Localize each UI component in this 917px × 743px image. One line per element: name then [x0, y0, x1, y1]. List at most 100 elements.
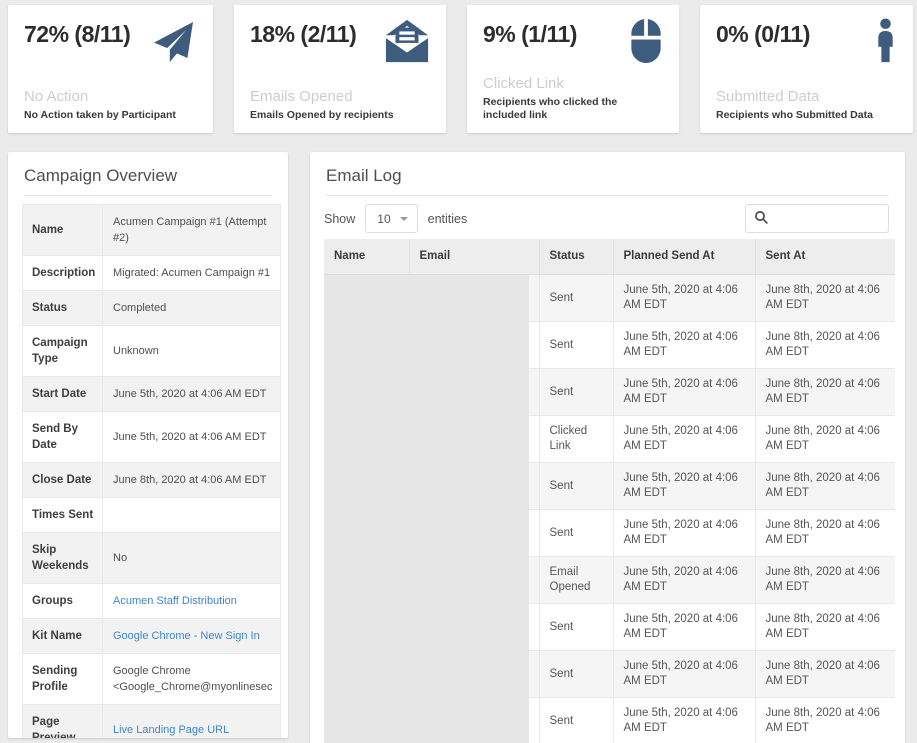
- cell-sent-at: June 8th, 2020 at 4:06 AM EDT: [755, 416, 895, 463]
- paper-plane-icon: [149, 18, 197, 66]
- open-email-icon: [384, 18, 430, 64]
- field-label: Sending Profile: [23, 654, 103, 705]
- search-input[interactable]: [775, 212, 887, 226]
- field-label: Description: [23, 256, 103, 291]
- stat-value: 0% (0/11): [716, 18, 810, 48]
- stat-value: 72% (8/11): [24, 18, 130, 48]
- field-value-link[interactable]: Google Chrome - New Sign In: [113, 630, 260, 642]
- person-icon: [874, 18, 897, 64]
- cell-planned-send-at: June 5th, 2020 at 4:06 AM EDT: [613, 651, 755, 698]
- campaign-overview-row: Send By Date June 5th, 2020 at 4:06 AM ED…: [23, 412, 281, 463]
- field-label: Campaign Type: [23, 326, 103, 377]
- campaign-overview-panel: Campaign Overview Name Acumen Campaign #1…: [8, 152, 288, 738]
- stat-value: 18% (2/11): [250, 18, 356, 48]
- field-value: Google Chrome <Google_Chrome@myonlinesec…: [113, 663, 272, 695]
- field-label: Page Preview: [23, 705, 103, 739]
- cell-planned-send-at: June 5th, 2020 at 4:06 AM EDT: [613, 557, 755, 604]
- cell-status: Email Opened: [539, 557, 613, 604]
- field-value: Migrated: Acumen Campaign #1 (Atter: [113, 265, 272, 281]
- cell-status: Sent: [539, 604, 613, 651]
- field-label: Close Date: [23, 463, 103, 498]
- cell-status: Sent: [539, 510, 613, 557]
- field-label: Name: [23, 205, 103, 256]
- stat-label: Submitted Data: [716, 88, 897, 105]
- field-value: June 5th, 2020 at 4:06 AM EDT: [113, 386, 272, 402]
- campaign-overview-row: Name Acumen Campaign #1 (Attempt #2): [23, 205, 281, 256]
- column-header-sent-at: Sent At: [755, 239, 895, 275]
- field-value: Acumen Campaign #1 (Attempt #2): [113, 214, 272, 246]
- email-log-controls: Show 10 entities: [324, 204, 889, 233]
- cell-planned-send-at: June 5th, 2020 at 4:06 AM EDT: [613, 369, 755, 416]
- cell-status: Sent: [539, 322, 613, 369]
- field-value: Unknown: [113, 343, 272, 359]
- cell-status: Sent: [539, 369, 613, 416]
- campaign-overview-row: Times Sent: [23, 498, 281, 533]
- stat-description: Recipients who Submitted Data: [716, 109, 897, 122]
- field-label: Groups: [23, 584, 103, 619]
- cell-sent-at: June 8th, 2020 at 4:06 AM EDT: [755, 322, 895, 369]
- cell-sent-at: June 8th, 2020 at 4:06 AM EDT: [755, 463, 895, 510]
- field-label: Start Date: [23, 377, 103, 412]
- cell-planned-send-at: June 5th, 2020 at 4:06 AM EDT: [613, 510, 755, 557]
- stat-card-emails-opened: 18% (2/11) Emails Opened Emails Opened b…: [234, 5, 446, 133]
- campaign-overview-table: Name Acumen Campaign #1 (Attempt #2) Descr…: [22, 204, 281, 738]
- cell-status: Sent: [539, 275, 613, 322]
- stat-description: Emails Opened by recipients: [250, 109, 430, 122]
- column-header-planned-send-at: Planned Send At: [613, 239, 755, 275]
- cell-status: Clicked Link: [539, 416, 613, 463]
- campaign-overview-row: Skip Weekends No: [23, 533, 281, 584]
- field-value: Completed: [113, 300, 272, 316]
- show-label: Show: [324, 212, 355, 226]
- field-label: Kit Name: [23, 619, 103, 654]
- field-label: Status: [23, 291, 103, 326]
- redacted-name-email-area: [324, 275, 529, 743]
- stat-value: 9% (1/11): [483, 18, 577, 48]
- stat-label: Clicked Link: [483, 75, 663, 92]
- stat-description: Recipients who clicked the included link: [483, 96, 663, 122]
- campaign-overview-row: Groups Acumen Staff Distribution: [23, 584, 281, 619]
- field-value-link[interactable]: Live Landing Page URL: [113, 724, 229, 736]
- field-label: Times Sent: [23, 498, 103, 533]
- email-log-title: Email Log: [326, 166, 889, 186]
- stat-label: No Action: [24, 88, 197, 105]
- campaign-overview-title: Campaign Overview: [24, 166, 272, 186]
- divider: [24, 195, 272, 196]
- search-icon: [754, 210, 769, 228]
- field-label: Send By Date: [23, 412, 103, 463]
- campaign-overview-row: Start Date June 5th, 2020 at 4:06 AM EDT: [23, 377, 281, 412]
- page-size-select[interactable]: 10: [365, 204, 417, 233]
- cell-planned-send-at: June 5th, 2020 at 4:06 AM EDT: [613, 463, 755, 510]
- cell-sent-at: June 8th, 2020 at 4:06 AM EDT: [755, 275, 895, 322]
- cell-status: Sent: [539, 698, 613, 743]
- page-size-value: 10: [377, 212, 390, 226]
- cell-status: Sent: [539, 463, 613, 510]
- email-log-panel: Email Log Show 10 entities: [310, 152, 905, 743]
- campaign-overview-row: Status Completed: [23, 291, 281, 326]
- field-value: No: [113, 550, 272, 566]
- stat-card-submitted-data: 0% (0/11) Submitted Data Recipients who …: [700, 5, 913, 133]
- cell-sent-at: June 8th, 2020 at 4:06 AM EDT: [755, 651, 895, 698]
- search-box[interactable]: [745, 204, 889, 233]
- column-header-email: Email: [409, 239, 539, 275]
- campaign-overview-row: Description Migrated: Acumen Campaign #1 …: [23, 256, 281, 291]
- cell-planned-send-at: June 5th, 2020 at 4:06 AM EDT: [613, 416, 755, 463]
- cell-sent-at: June 8th, 2020 at 4:06 AM EDT: [755, 604, 895, 651]
- campaign-overview-row: Sending Profile Google Chrome <Google_Chr…: [23, 654, 281, 705]
- field-value: June 8th, 2020 at 4:06 AM EDT: [113, 472, 272, 488]
- divider: [326, 195, 889, 196]
- chevron-down-icon: [400, 217, 408, 221]
- cell-sent-at: June 8th, 2020 at 4:06 AM EDT: [755, 698, 895, 743]
- campaign-overview-row: Kit Name Google Chrome - New Sign In: [23, 619, 281, 654]
- cell-planned-send-at: June 5th, 2020 at 4:06 AM EDT: [613, 604, 755, 651]
- campaign-overview-row: Campaign Type Unknown: [23, 326, 281, 377]
- cell-status: Sent: [539, 651, 613, 698]
- campaign-overview-row: Close Date June 8th, 2020 at 4:06 AM EDT: [23, 463, 281, 498]
- cell-sent-at: June 8th, 2020 at 4:06 AM EDT: [755, 369, 895, 416]
- field-value-link[interactable]: Acumen Staff Distribution: [113, 595, 237, 607]
- main-content: Campaign Overview Name Acumen Campaign #1…: [8, 152, 917, 743]
- stat-description: No Action taken by Participant: [24, 109, 197, 122]
- field-value: June 5th, 2020 at 4:06 AM EDT: [113, 429, 272, 445]
- cell-sent-at: June 8th, 2020 at 4:06 AM EDT: [755, 557, 895, 604]
- column-header-name: Name: [324, 239, 409, 275]
- field-label: Skip Weekends: [23, 533, 103, 584]
